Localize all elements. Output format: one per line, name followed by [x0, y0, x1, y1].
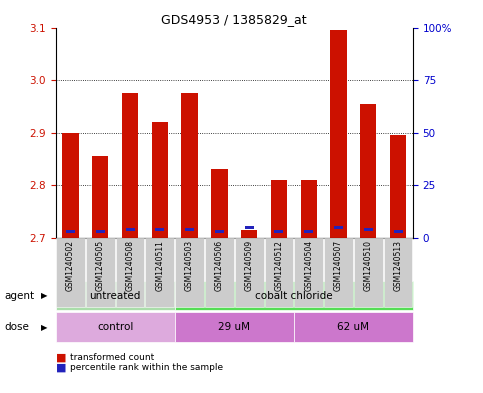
Text: GSM1240508: GSM1240508 [126, 240, 134, 291]
Text: GSM1240502: GSM1240502 [66, 240, 75, 291]
Text: control: control [97, 322, 133, 332]
Text: GSM1240505: GSM1240505 [96, 240, 105, 291]
Text: cobalt chloride: cobalt chloride [255, 291, 333, 301]
Bar [394, 230, 402, 233]
Text: percentile rank within the sample: percentile rank within the sample [70, 363, 223, 372]
Text: GSM1240509: GSM1240509 [245, 240, 254, 291]
Bar [360, 104, 376, 238]
Text: ▶: ▶ [41, 323, 47, 332]
Bar [185, 228, 194, 231]
Bar [62, 132, 79, 238]
Bar [241, 230, 257, 238]
Title: GDS4953 / 1385829_at: GDS4953 / 1385829_at [161, 13, 307, 26]
Text: agent: agent [5, 291, 35, 301]
Bar [152, 122, 168, 238]
Bar [92, 156, 108, 238]
Text: GSM1240507: GSM1240507 [334, 240, 343, 291]
Text: GSM1240504: GSM1240504 [304, 240, 313, 291]
Text: ▶: ▶ [41, 291, 47, 300]
Text: ■: ■ [56, 353, 66, 363]
Bar [274, 230, 284, 233]
Text: 29 uM: 29 uM [218, 322, 250, 332]
Text: GSM1240512: GSM1240512 [274, 240, 284, 290]
Bar [126, 228, 134, 231]
Bar [66, 230, 75, 233]
Text: untreated: untreated [89, 291, 141, 301]
Text: GSM1240503: GSM1240503 [185, 240, 194, 291]
Text: GSM1240510: GSM1240510 [364, 240, 373, 291]
Bar [182, 93, 198, 238]
Text: transformed count: transformed count [70, 353, 154, 362]
Bar [96, 230, 105, 233]
Bar [271, 180, 287, 238]
Bar [334, 226, 343, 229]
Text: GSM1240506: GSM1240506 [215, 240, 224, 291]
Bar [245, 226, 254, 229]
Text: GSM1240513: GSM1240513 [394, 240, 402, 291]
Bar [211, 169, 227, 238]
Bar [304, 230, 313, 233]
Bar [390, 135, 406, 238]
Bar [156, 228, 164, 231]
Bar [215, 230, 224, 233]
Bar [122, 93, 138, 238]
Bar [300, 180, 317, 238]
Bar [364, 228, 373, 231]
Text: GSM1240511: GSM1240511 [156, 240, 164, 290]
Text: 62 uM: 62 uM [338, 322, 369, 332]
Bar [330, 30, 347, 238]
Text: dose: dose [5, 322, 30, 332]
Text: ■: ■ [56, 362, 66, 373]
